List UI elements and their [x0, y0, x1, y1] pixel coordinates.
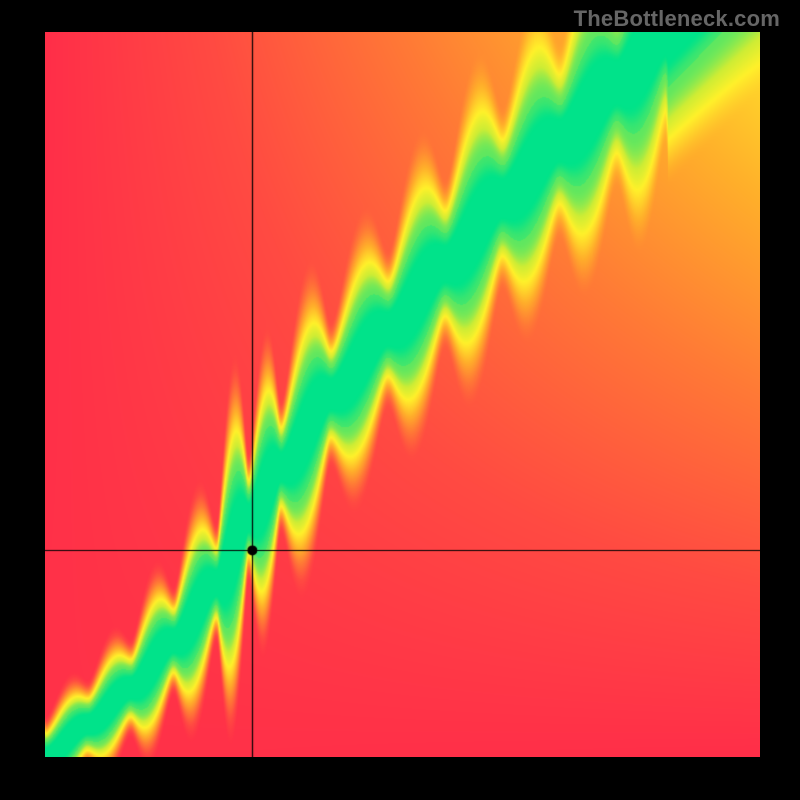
- bottleneck-heatmap-canvas: [45, 32, 760, 757]
- watermark-label: TheBottleneck.com: [574, 6, 780, 32]
- chart-container: TheBottleneck.com: [0, 0, 800, 800]
